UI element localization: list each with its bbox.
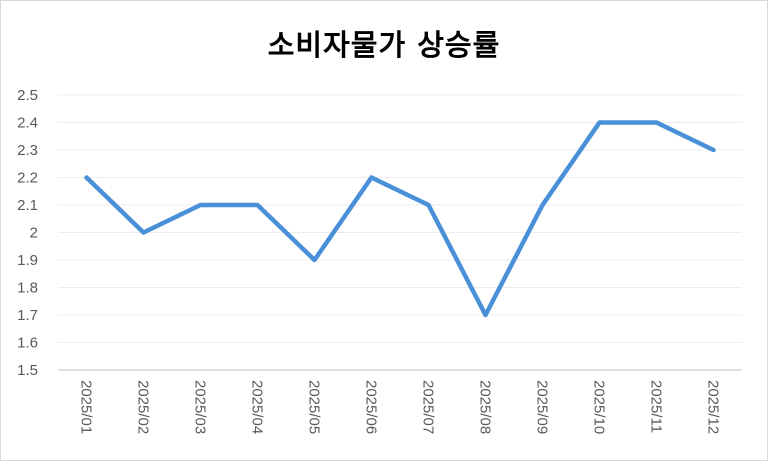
y-tick-label: 1.9: [17, 252, 38, 269]
y-tick-label: 2.1: [17, 197, 38, 214]
x-tick-label: 2025/07: [420, 380, 437, 434]
y-tick-label: 2.3: [17, 142, 38, 159]
y-tick-label: 1.7: [17, 307, 38, 324]
y-tick-label: 2.2: [17, 170, 38, 187]
y-tick-label: 2.4: [17, 115, 38, 132]
x-tick-label: 2025/08: [477, 380, 494, 434]
x-tick-label: 2025/04: [249, 380, 266, 434]
x-tick-label: 2025/02: [135, 380, 152, 434]
y-tick-label: 2: [30, 225, 38, 242]
y-tick-label: 1.8: [17, 280, 38, 297]
series-line: [84, 120, 716, 318]
x-tick-label: 2025/11: [648, 380, 665, 433]
x-tick-label: 2025/09: [534, 380, 551, 434]
y-tick-label: 1.6: [17, 335, 38, 352]
y-tick-label: 2.5: [17, 87, 38, 104]
chart-title: 소비자물가 상승률: [267, 28, 501, 62]
x-tick-label: 2025/01: [78, 380, 95, 434]
x-tick-label: 2025/06: [363, 380, 380, 434]
x-tick-label: 2025/10: [591, 380, 608, 434]
x-tick-label: 2025/03: [192, 380, 209, 434]
x-tick-label: 2025/05: [306, 380, 323, 434]
y-tick-label: 1.5: [17, 362, 38, 379]
x-tick-label: 2025/12: [705, 380, 722, 434]
